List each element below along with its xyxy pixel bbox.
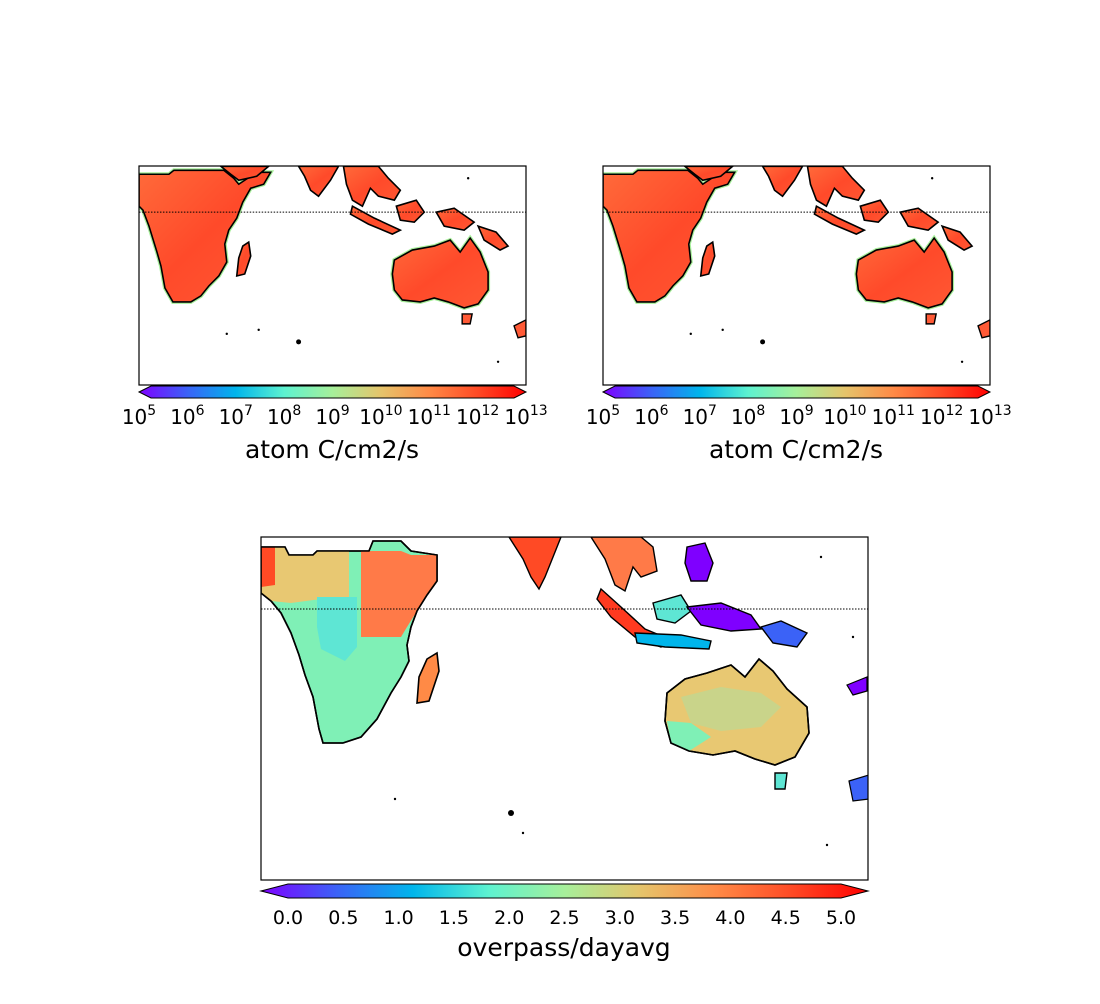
colorbar-tick-label: 108	[731, 403, 765, 429]
map-frame	[602, 165, 991, 386]
colorbar-top-right	[601, 385, 992, 399]
panel-bottom: 0.0 0.5 1.0 1.5 2.0 2.5 3.0 3.5 4.0 4.5 5.0 overpa…	[259, 536, 870, 962]
colorbar-tick-label: 1012	[456, 403, 499, 429]
colorbar-tick-label: 109	[779, 403, 813, 429]
colorbar-tick-label: 106	[170, 403, 204, 429]
colorbar-top-left	[137, 385, 528, 399]
colorbar	[137, 385, 528, 399]
colorbar-tick-label: 1010	[359, 403, 402, 429]
colorbar-bottom	[259, 883, 870, 899]
colorbar-tick-label: 109	[315, 403, 349, 429]
map-frame	[260, 536, 869, 881]
colorbar-tick-label: 0.0	[273, 907, 303, 929]
colorbar-tick-label: 105	[586, 403, 620, 429]
colorbar-tick-label: 3.5	[660, 907, 690, 929]
colorbar-tick-label: 2.0	[494, 907, 524, 929]
colorbar-tick-label: 1013	[504, 403, 547, 429]
colorbar-tick-label: 1010	[823, 403, 866, 429]
colorbar-tick-label: 1011	[408, 403, 451, 429]
colorbar-tick-label: 5.0	[826, 907, 856, 929]
colorbar-tick-label: 1011	[872, 403, 915, 429]
colorbar-tick-label: 108	[267, 403, 301, 429]
panel-top-right: 105 106 107 108 109 1010 1011 1012 1013 atom C/c…	[586, 165, 1012, 464]
map-bottom	[261, 537, 868, 880]
colorbar-tick-label: 4.0	[715, 907, 745, 929]
map-top-left	[139, 166, 526, 385]
map-frame	[138, 165, 527, 386]
colorbar-tick-label: 4.5	[771, 907, 801, 929]
colorbar-label: overpass/dayavg	[457, 933, 670, 962]
colorbar-tick-label: 105	[122, 403, 156, 429]
colorbar-tick-label: 1.0	[383, 907, 413, 929]
panel-top-left: 105 106 107 108 109 1010 1011 1012 1013 atom C/c…	[122, 165, 548, 464]
colorbar	[259, 883, 870, 899]
colorbar-tick-label: 0.5	[328, 907, 358, 929]
colorbar-tick-label: 1.5	[439, 907, 469, 929]
map-top-right	[603, 166, 990, 385]
colorbar-label: atom C/cm2/s	[245, 435, 419, 464]
colorbar-tick-label: 107	[683, 403, 717, 429]
colorbar-label: atom C/cm2/s	[709, 435, 883, 464]
colorbar	[601, 385, 992, 399]
colorbar-tick-label: 107	[219, 403, 253, 429]
colorbar-tick-label: 106	[634, 403, 668, 429]
colorbar-tick-label: 1012	[920, 403, 963, 429]
colorbar-tick-label: 2.5	[549, 907, 579, 929]
colorbar-tick-label: 3.0	[605, 907, 635, 929]
colorbar-tick-label: 1013	[968, 403, 1011, 429]
